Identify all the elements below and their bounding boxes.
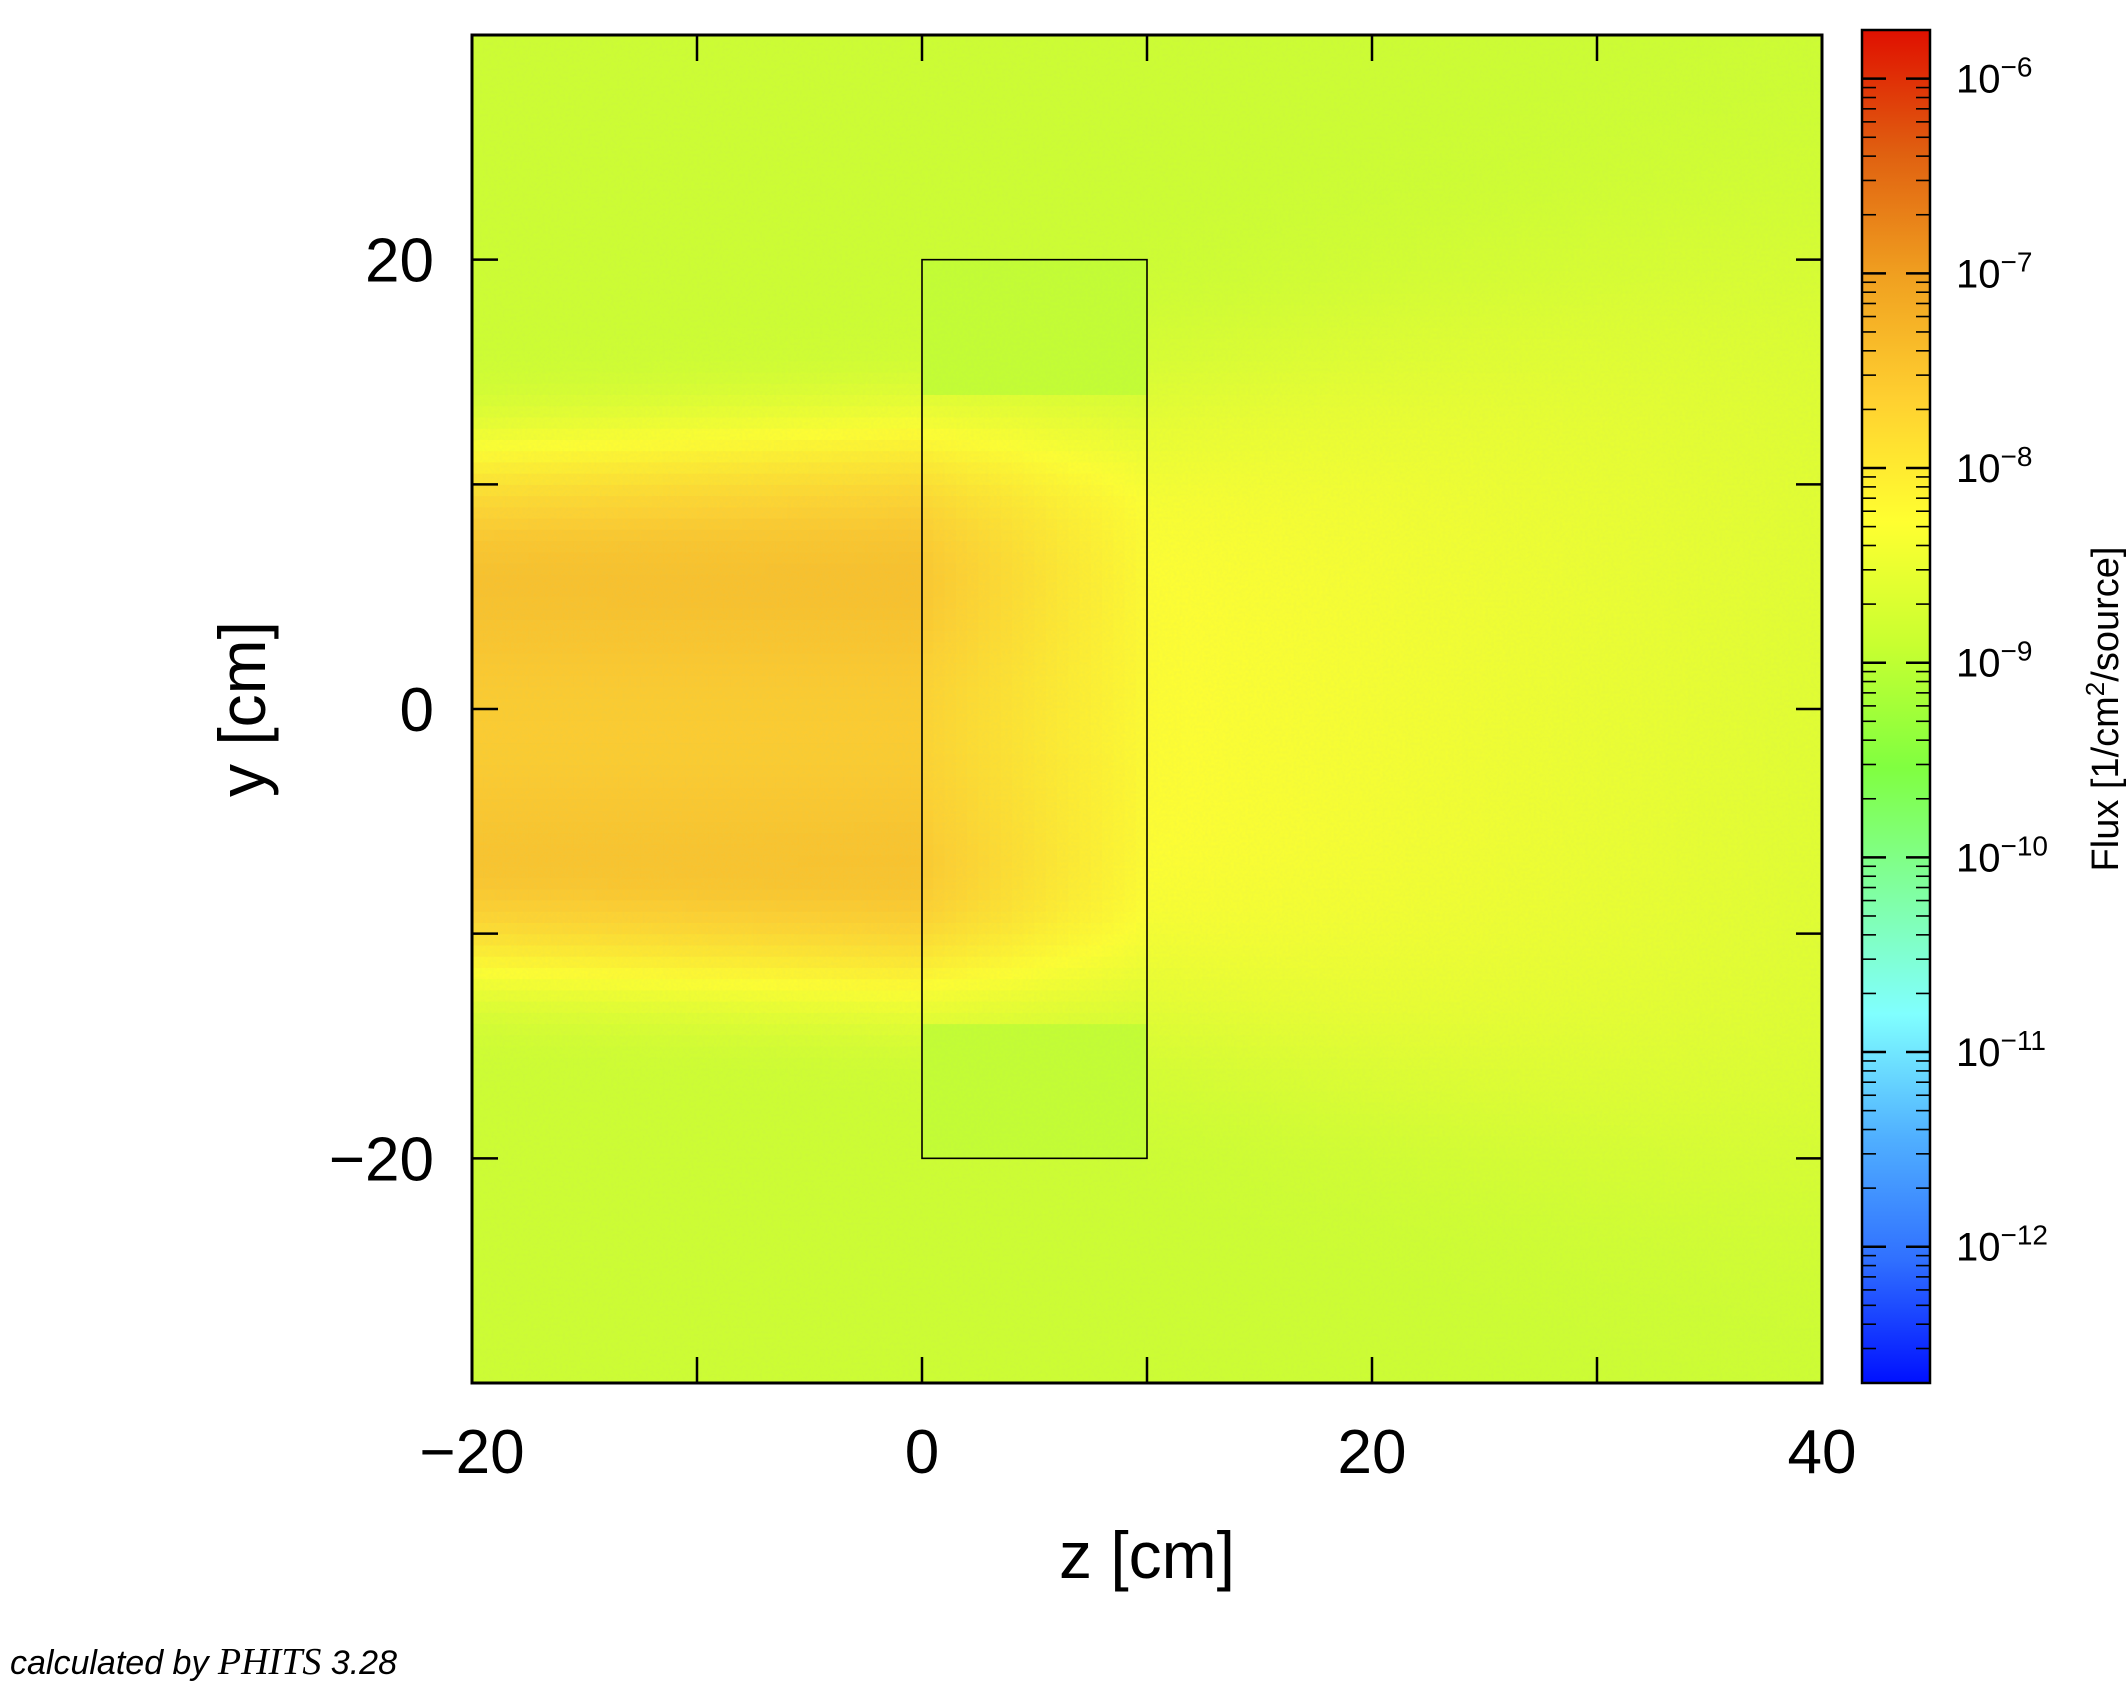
flux-heatmap-chart: −20 0 20 40−20020 z [cm] y [cm] 10−610−710−… [205,28,2126,1592]
